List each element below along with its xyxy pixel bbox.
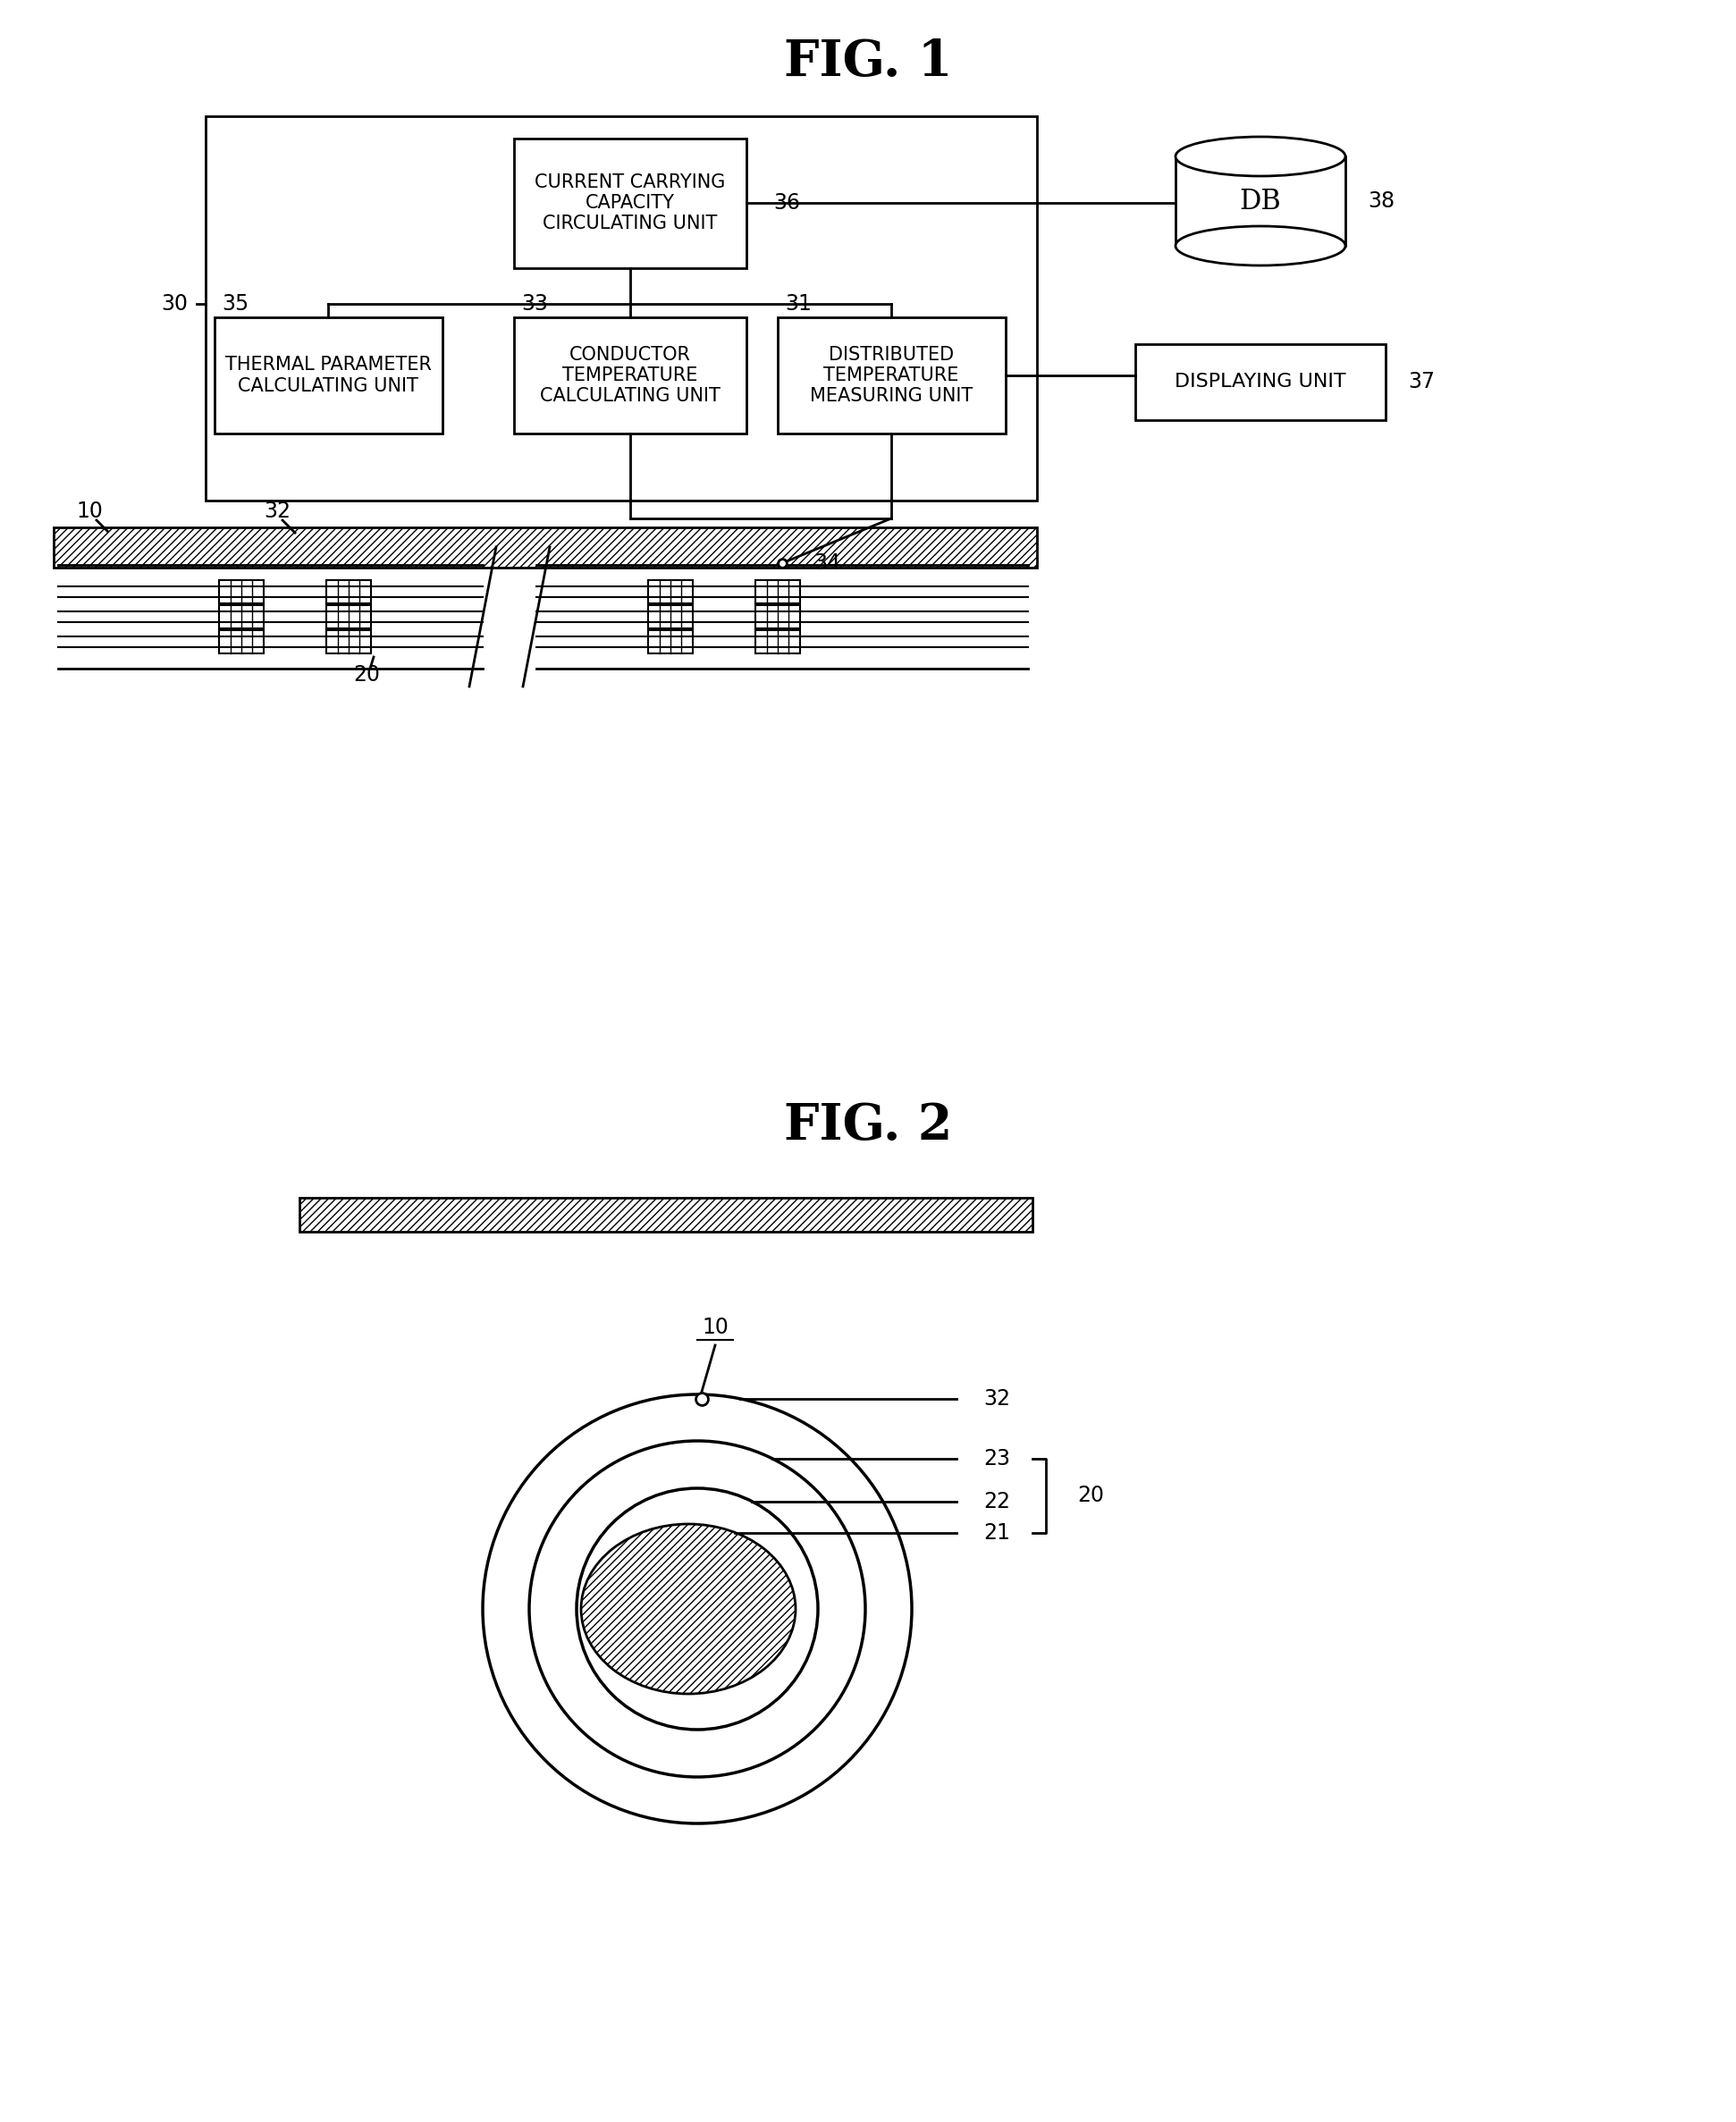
Text: 10: 10 <box>76 501 102 522</box>
Bar <box>755 579 800 603</box>
Bar <box>326 605 372 628</box>
Text: DISTRIBUTED
TEMPERATURE
MEASURING UNIT: DISTRIBUTED TEMPERATURE MEASURING UNIT <box>809 346 972 405</box>
Text: 32: 32 <box>264 501 290 522</box>
Text: 21: 21 <box>983 1521 1010 1543</box>
Text: 20: 20 <box>352 664 380 685</box>
Bar <box>648 630 693 654</box>
Bar <box>648 605 693 628</box>
Bar <box>219 605 264 628</box>
Text: CURRENT CARRYING
CAPACITY
CIRCULATING UNIT: CURRENT CARRYING CAPACITY CIRCULATING UN… <box>535 174 726 233</box>
Ellipse shape <box>1175 227 1345 265</box>
Text: 22: 22 <box>983 1492 1010 1513</box>
Text: THERMAL PARAMETER
CALCULATING UNIT: THERMAL PARAMETER CALCULATING UNIT <box>226 356 431 395</box>
Text: 31: 31 <box>785 293 811 314</box>
Text: CONDUCTOR
TEMPERATURE
CALCULATING UNIT: CONDUCTOR TEMPERATURE CALCULATING UNIT <box>540 346 720 405</box>
Bar <box>514 318 746 433</box>
Text: DB: DB <box>1240 187 1281 214</box>
Text: 35: 35 <box>222 293 248 314</box>
Bar <box>648 579 693 603</box>
Text: 30: 30 <box>161 293 187 314</box>
Text: 20: 20 <box>1076 1485 1104 1507</box>
Bar <box>326 579 372 603</box>
Text: 36: 36 <box>773 193 800 214</box>
Text: 23: 23 <box>983 1447 1010 1471</box>
Text: 10: 10 <box>701 1316 729 1339</box>
Bar <box>219 630 264 654</box>
Text: FIG. 1: FIG. 1 <box>783 38 953 87</box>
Bar <box>755 605 800 628</box>
Bar <box>205 117 1036 501</box>
Text: 32: 32 <box>983 1388 1010 1409</box>
Bar <box>215 318 443 433</box>
Bar <box>1135 344 1385 420</box>
Bar <box>219 579 264 603</box>
Bar <box>1175 157 1345 246</box>
Text: DISPLAYING UNIT: DISPLAYING UNIT <box>1175 373 1345 390</box>
Text: 37: 37 <box>1408 371 1434 393</box>
Bar <box>755 630 800 654</box>
Text: 34: 34 <box>814 552 840 573</box>
Bar <box>778 318 1005 433</box>
Bar <box>54 528 1036 567</box>
Text: FIG. 2: FIG. 2 <box>783 1101 953 1150</box>
Ellipse shape <box>1175 136 1345 176</box>
Text: 33: 33 <box>521 293 549 314</box>
Text: 38: 38 <box>1368 191 1394 212</box>
Bar <box>514 138 746 267</box>
Bar <box>300 1197 1033 1231</box>
Bar <box>326 630 372 654</box>
